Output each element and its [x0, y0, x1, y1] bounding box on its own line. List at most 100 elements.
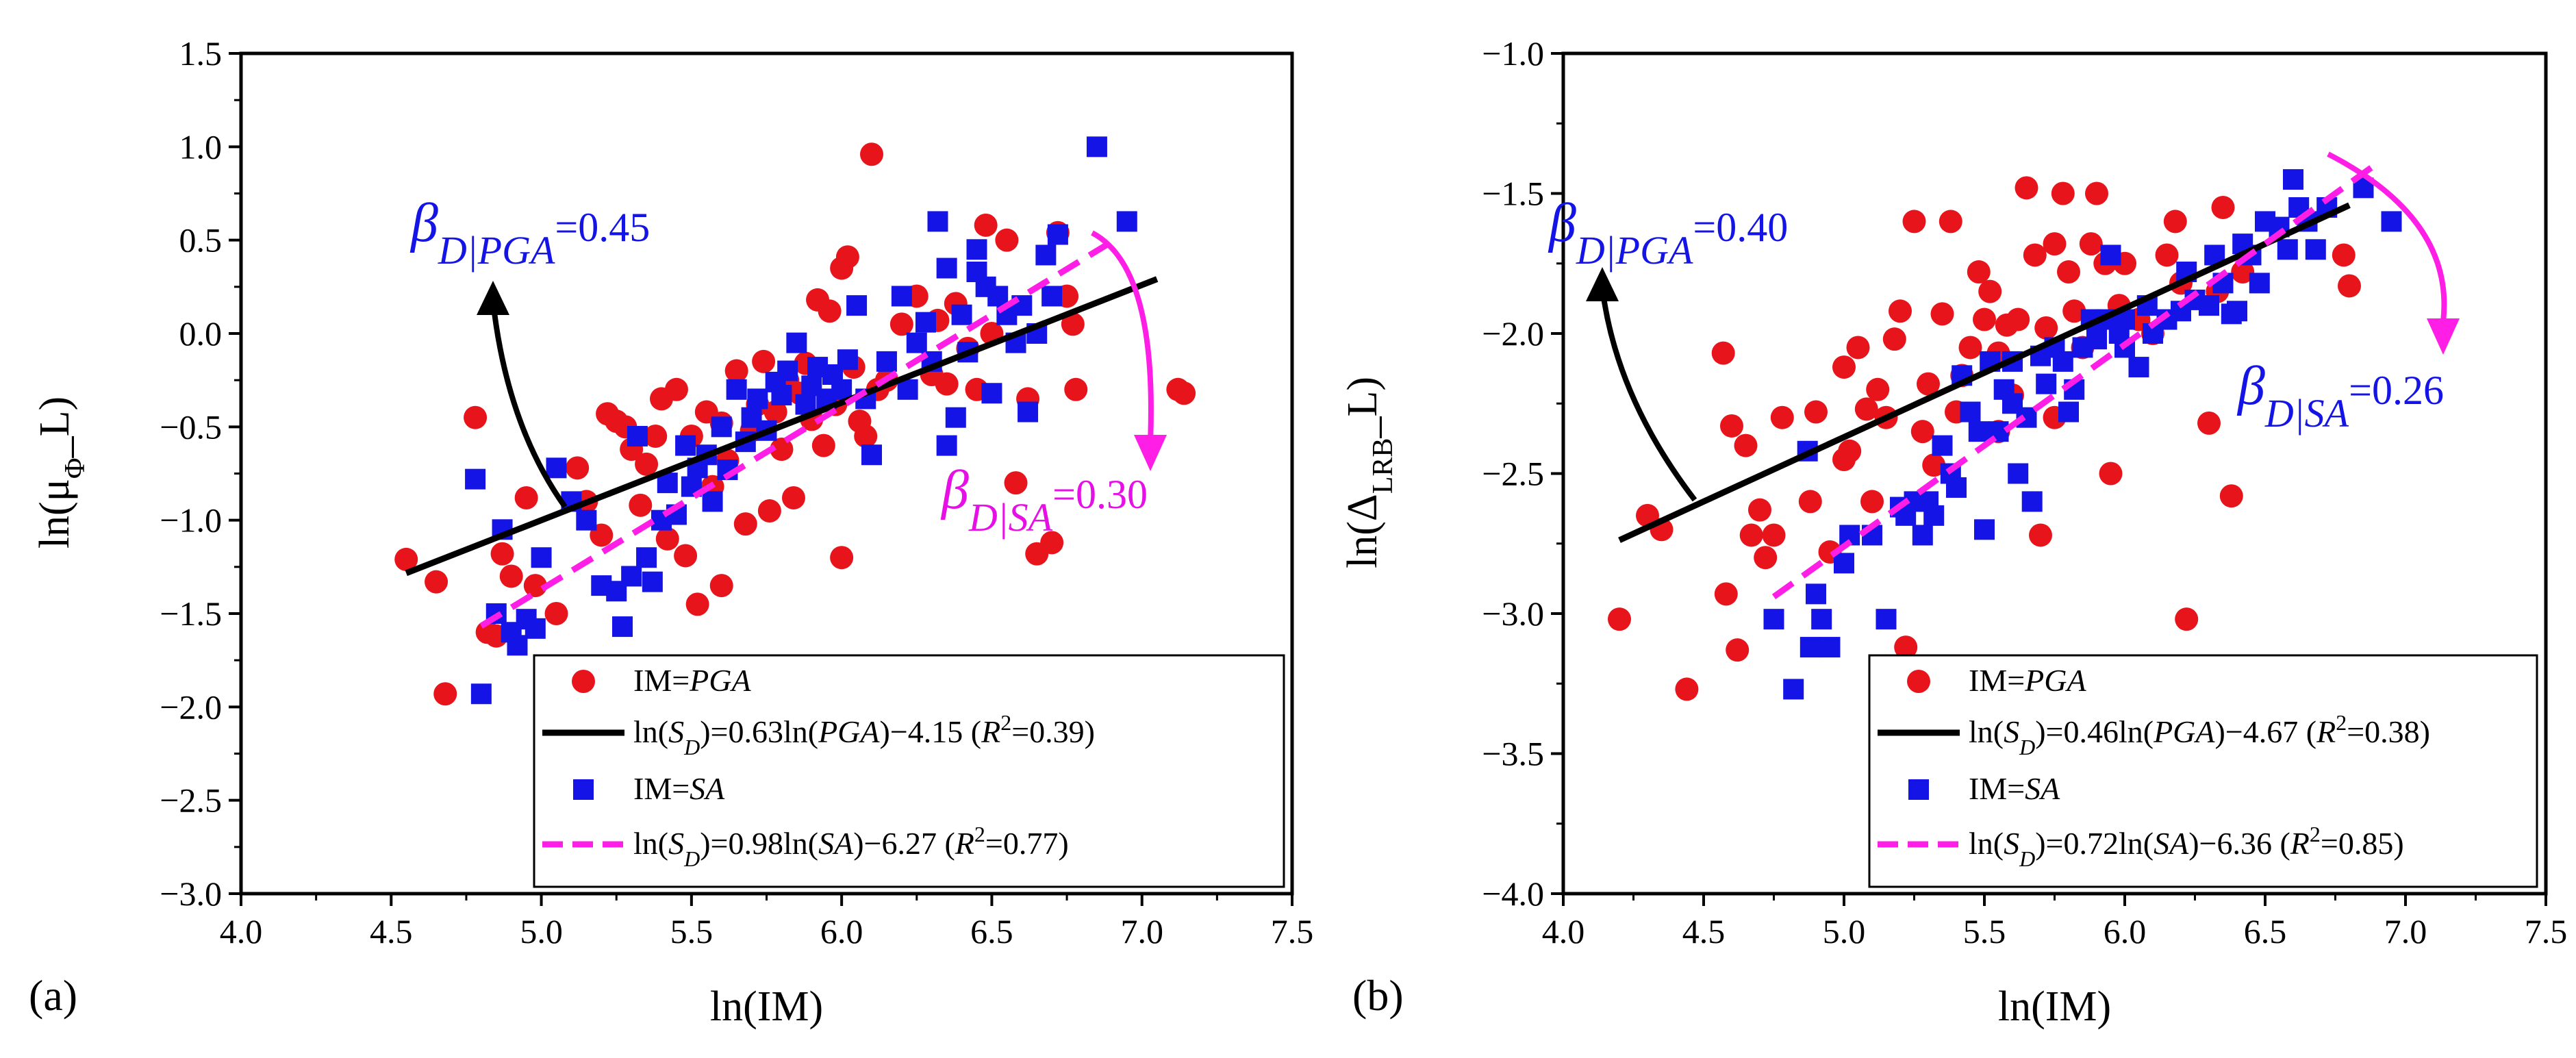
pga-point — [2197, 411, 2221, 435]
legend-sa-fit-label: ln(SD)=0.72ln(SA)−6.36 (R2=0.85) — [1969, 822, 2404, 871]
legend-sa-marker — [573, 779, 594, 800]
pga-point — [2062, 299, 2086, 323]
y-tick-label: −1.0 — [160, 501, 222, 540]
sa-point — [2249, 273, 2270, 294]
sa-point — [2305, 239, 2326, 260]
sa-point — [726, 379, 747, 400]
sa-point — [642, 571, 663, 592]
sa-point — [702, 491, 723, 512]
sa-point — [936, 257, 957, 279]
pga-point — [1866, 377, 1890, 401]
sa-point — [771, 384, 792, 405]
legend-pga-fit-label: ln(SD)=0.63ln(PGA)−4.15 (R2=0.39) — [633, 710, 1095, 759]
y-tick-label: −2.5 — [1482, 455, 1544, 493]
pga-point — [2057, 260, 2080, 284]
sa-point — [1018, 401, 1039, 423]
pga-point — [2029, 523, 2052, 547]
x-tick-label: 5.0 — [520, 912, 563, 950]
pga-point — [1064, 377, 1088, 401]
sa-point — [711, 416, 732, 438]
pga-point — [2051, 181, 2075, 205]
x-tick-label: 7.0 — [2384, 912, 2427, 950]
sa-point — [1876, 609, 1897, 630]
pga-point — [1860, 490, 1884, 514]
arrow-sa-shaft — [2327, 151, 2447, 323]
pga-point — [1930, 302, 1954, 326]
pga-point — [425, 570, 449, 594]
sa-point — [2036, 373, 2057, 394]
y-tick-label: −1.5 — [1482, 175, 1544, 213]
pga-point — [709, 574, 733, 598]
x-tick-label: 6.0 — [2104, 912, 2147, 950]
pga-point — [1720, 414, 1743, 438]
panel-a: 4.0 4.5 5.0 5.5 6.0 6.5 7.0 7.5 −3.0 −2.5 −2.0 −1.5… — [29, 34, 1313, 1030]
beta-pga-annotation: βD|PGA=0.40 — [1548, 193, 1788, 273]
pga-point — [1978, 279, 2002, 303]
pga-point — [860, 142, 883, 166]
sa-point — [831, 379, 853, 400]
pga-point — [644, 424, 668, 448]
arrow-sa-shaft — [1091, 230, 1154, 442]
sa-point — [777, 360, 798, 381]
pga-point — [724, 359, 748, 383]
pga-point — [1832, 448, 1856, 472]
pga-point — [1902, 210, 1926, 234]
pga-point — [2155, 243, 2179, 267]
sa-point — [636, 547, 657, 568]
pga-point — [2175, 607, 2199, 631]
sa-point — [846, 295, 868, 316]
pga-point — [1967, 260, 1991, 284]
pga-point — [2023, 243, 2047, 267]
legend-box — [533, 654, 1285, 888]
pga-point — [514, 486, 538, 509]
pga-point — [1770, 405, 1794, 429]
sa-point — [1960, 401, 1981, 423]
sa-point — [465, 468, 486, 490]
x-axis-label: ln(IM) — [710, 983, 823, 1030]
y-tick-label: −4.0 — [1482, 874, 1544, 913]
sa-point — [945, 407, 966, 428]
legend-pga-fit-label: ln(SD)=0.46ln(PGA)−4.67 (R2=0.38) — [1969, 710, 2430, 759]
x-tick-label: 6.5 — [2244, 912, 2287, 950]
pga-point — [2015, 176, 2038, 200]
sa-point — [987, 286, 1009, 307]
pga-point — [664, 377, 688, 401]
y-tick-label: −2.5 — [160, 781, 222, 820]
pga-point — [974, 213, 998, 237]
sa-point — [1834, 553, 1854, 574]
pga-point — [1754, 546, 1778, 570]
sa-point — [1946, 477, 1967, 498]
sa-point — [2227, 301, 2247, 322]
y-tick-label: 0.5 — [179, 221, 223, 260]
pga-point — [1762, 523, 1786, 547]
pga-point — [2085, 181, 2108, 205]
sa-point — [2052, 351, 2073, 372]
y-tick-label: −2.0 — [160, 688, 222, 726]
legend-pga-marker — [572, 670, 595, 693]
x-tick-label: 6.0 — [820, 912, 863, 950]
pga-point — [757, 499, 781, 523]
pga-point — [1939, 210, 1962, 234]
legend-pga-marker — [1907, 670, 1930, 693]
sa-point — [470, 683, 492, 705]
pga-point — [1726, 638, 1750, 662]
pga-point — [655, 527, 679, 551]
y-tick-label: −2.0 — [1482, 314, 1544, 353]
sa-point — [1968, 421, 1989, 442]
sa-point — [927, 211, 948, 232]
pga-point — [1973, 307, 1996, 331]
y-tick-label: −3.5 — [1482, 735, 1544, 773]
sa-point — [621, 566, 642, 587]
x-tick-label: 4.5 — [1682, 912, 1726, 950]
legend-box — [1868, 654, 2538, 888]
pga-point — [1040, 531, 1064, 555]
sa-point — [1932, 435, 1953, 456]
pga-point — [763, 400, 787, 424]
pga-point — [2332, 243, 2356, 267]
sa-point — [1783, 679, 1804, 700]
pga-point — [1748, 498, 1771, 522]
sa-point — [891, 286, 912, 307]
arrow-pga-head — [477, 281, 509, 315]
pga-point — [1846, 336, 1870, 360]
